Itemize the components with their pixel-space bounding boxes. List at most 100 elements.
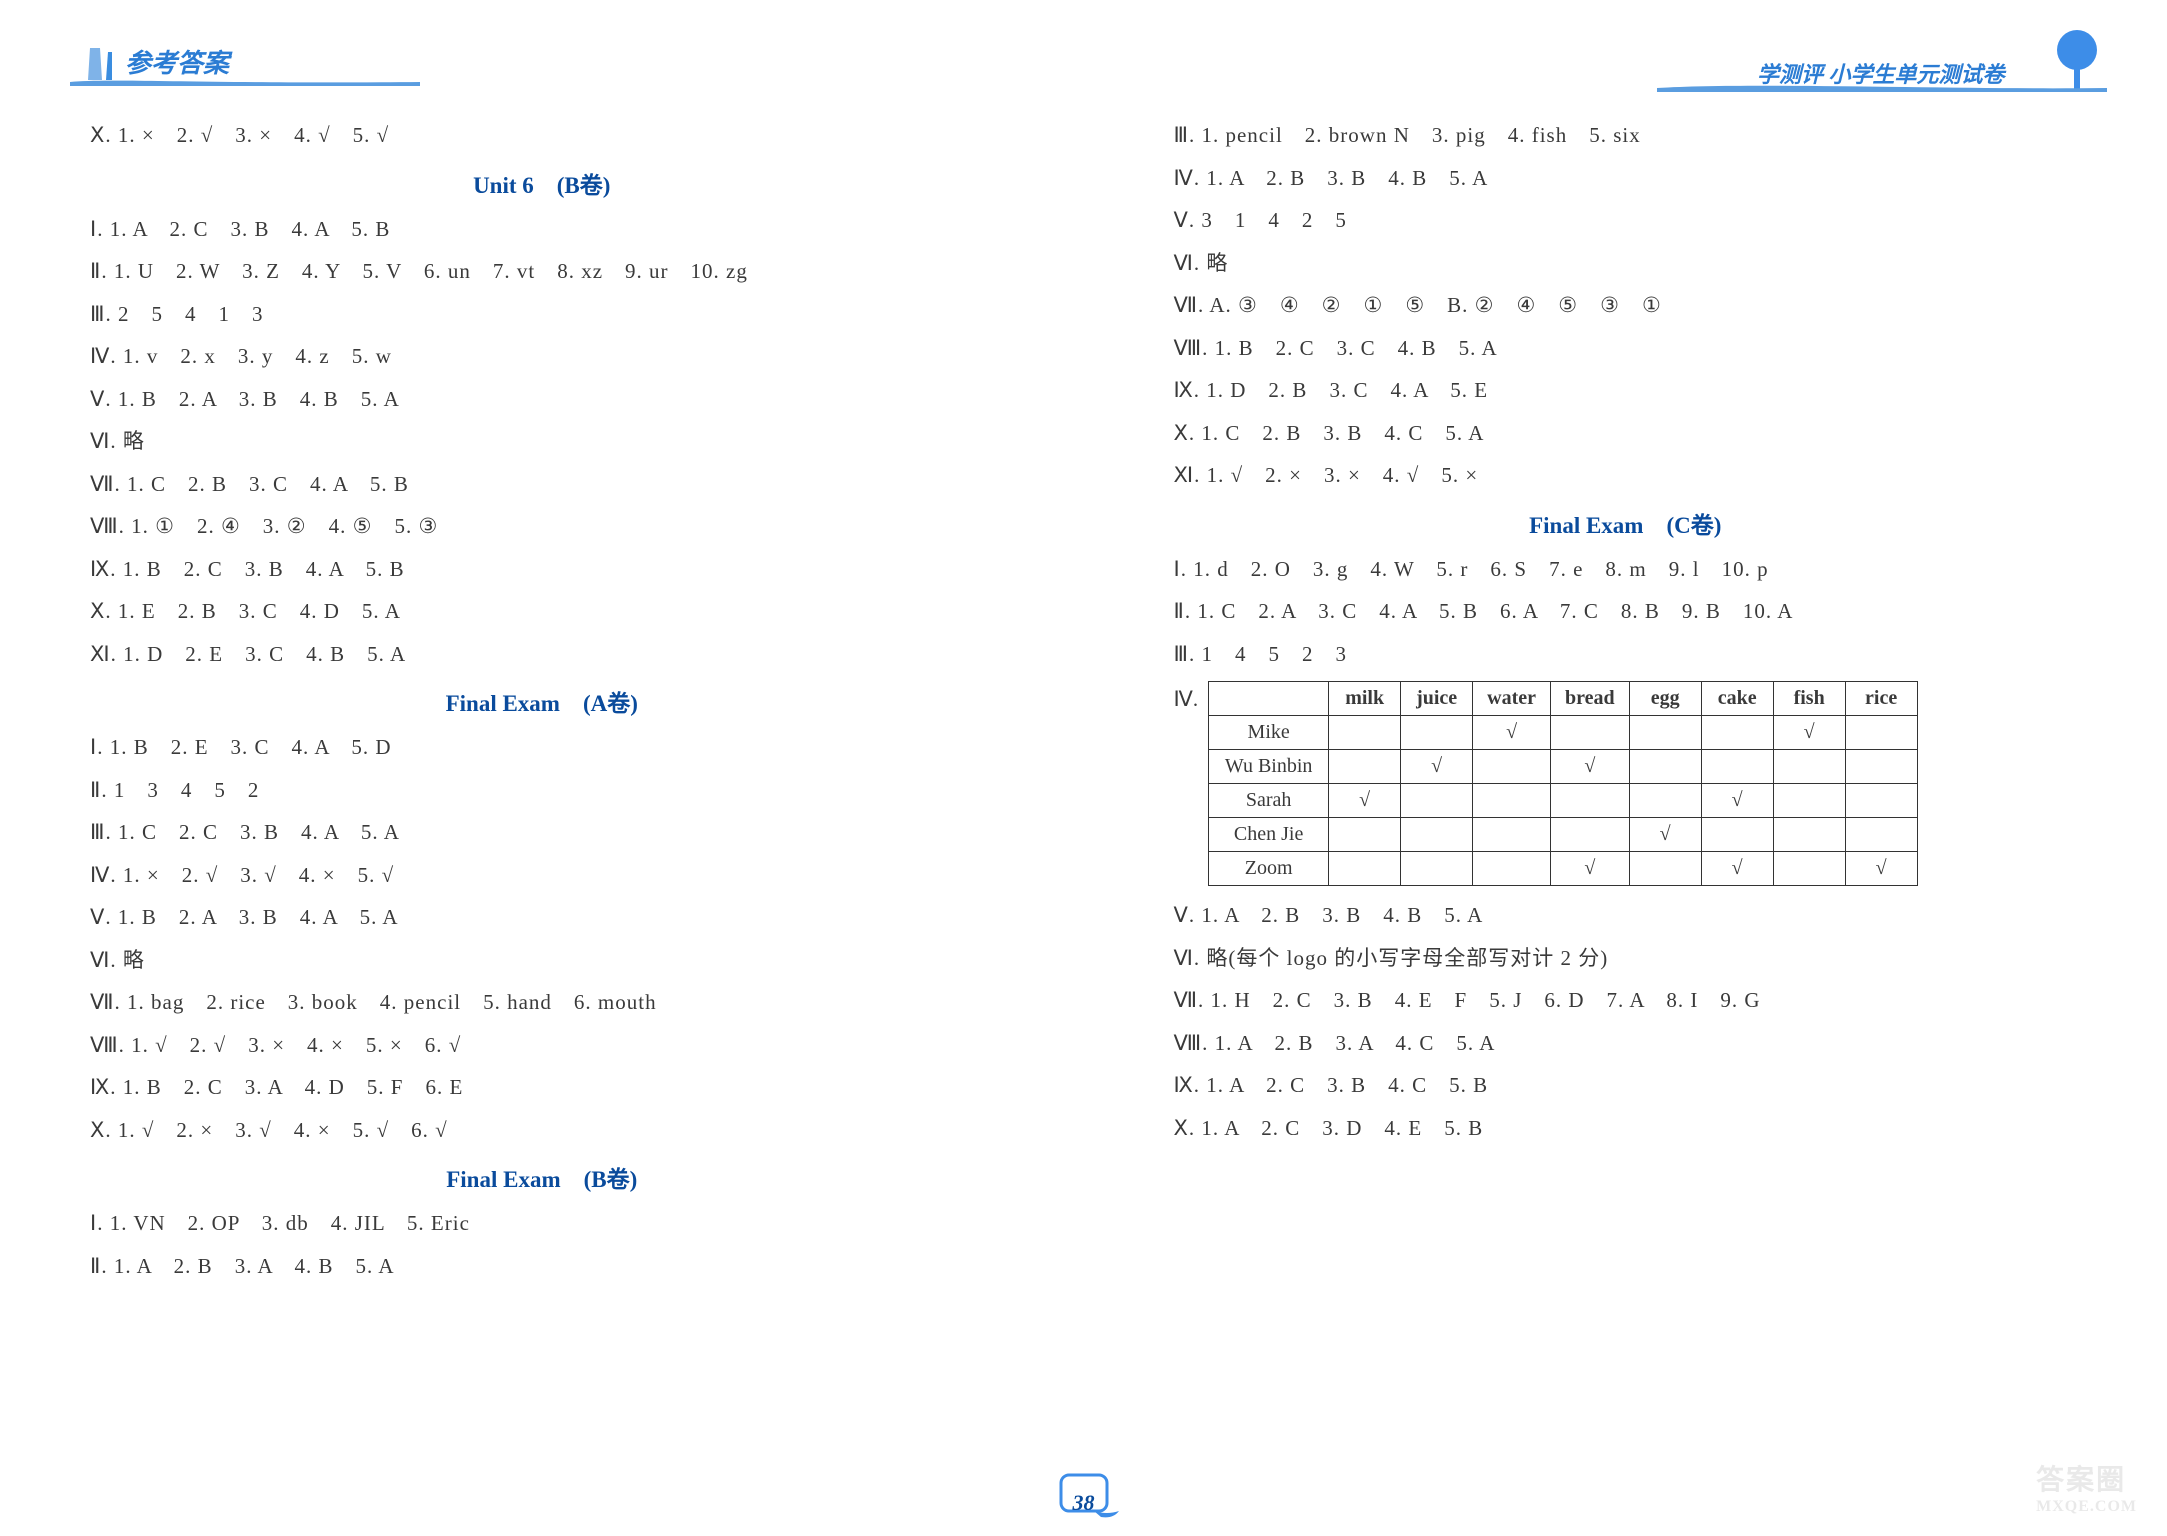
table-cell [1401, 716, 1473, 750]
answer-line: Ⅸ. 1. B 2. C 3. A 4. D 5. F 6. E [90, 1072, 994, 1104]
answer-line: Ⅰ. 1. B 2. E 3. C 4. A 5. D [90, 732, 994, 764]
table-label: Ⅳ. [1174, 681, 1199, 712]
table-cell [1473, 750, 1551, 784]
table-cell [1401, 818, 1473, 852]
table-cell [1701, 818, 1773, 852]
page-container: 参考答案 Ⅹ. 1. × 2. √ 3. × 4. √ 5. √ Unit 6 (… [0, 0, 2167, 1536]
table-cell [1329, 852, 1401, 886]
food-table: milkjuicewaterbreadeggcakefishriceMike√√… [1208, 681, 1918, 886]
answer-line: Ⅲ. 1. C 2. C 3. B 4. A 5. A [90, 817, 994, 849]
answer-line: Ⅸ. 1. A 2. C 3. B 4. C 5. B [1174, 1070, 2078, 1102]
answer-line: Ⅲ. 2 5 4 1 3 [90, 299, 994, 331]
table-row: Wu Binbin√√ [1209, 750, 1918, 784]
table-cell [1845, 716, 1917, 750]
watermark-main: 答案圈 [2036, 1458, 2137, 1498]
table-header-cell: bread [1551, 682, 1630, 716]
answer-line: Ⅶ. 1. bag 2. rice 3. book 4. pencil 5. h… [90, 987, 994, 1019]
answer-line: Ⅷ. 1. B 2. C 3. C 4. B 5. A [1174, 333, 2078, 365]
table-cell [1773, 818, 1845, 852]
table-cell [1845, 818, 1917, 852]
answer-line: Ⅳ. 1. A 2. B 3. B 4. B 5. A [1174, 163, 2078, 195]
table-header-cell: juice [1401, 682, 1473, 716]
section-title: Final Exam (C卷) [1174, 506, 2078, 540]
answer-line: Ⅳ. 1. v 2. x 3. y 4. z 5. w [90, 341, 994, 373]
table-header-cell: cake [1701, 682, 1773, 716]
answer-line: Ⅶ. 1. C 2. B 3. C 4. A 5. B [90, 469, 994, 501]
table-header-cell [1209, 682, 1329, 716]
page-number: 38 [1073, 1490, 1095, 1516]
answer-line: Ⅺ. 1. √ 2. × 3. × 4. √ 5. × [1174, 460, 2078, 492]
table-name-cell: Sarah [1209, 784, 1329, 818]
answer-line: Ⅷ. 1. ① 2. ④ 3. ② 4. ⑤ 5. ③ [90, 511, 994, 543]
table-row: Zoom√√√ [1209, 852, 1918, 886]
table-cell [1329, 716, 1401, 750]
table-cell [1845, 784, 1917, 818]
left-content: Ⅹ. 1. × 2. √ 3. × 4. √ 5. √ Unit 6 (B卷) Ⅰ.… [90, 120, 994, 1282]
left-column: 参考答案 Ⅹ. 1. × 2. √ 3. × 4. √ 5. √ Unit 6 (… [0, 0, 1084, 1536]
answer-line: Ⅴ. 3 1 4 2 5 [1174, 205, 2078, 237]
table-cell [1401, 784, 1473, 818]
section-title: Final Exam (B卷) [90, 1160, 994, 1194]
table-cell: √ [1401, 750, 1473, 784]
header-right-text: 学测评 小学生单元测试卷 [1757, 62, 2007, 87]
answer-line: Ⅱ. 1. A 2. B 3. A 4. B 5. A [90, 1251, 994, 1283]
answer-line: Ⅴ. 1. B 2. A 3. B 4. A 5. A [90, 902, 994, 934]
table-header-cell: milk [1329, 682, 1401, 716]
answer-line: Ⅸ. 1. B 2. C 3. B 4. A 5. B [90, 554, 994, 586]
table-cell [1629, 716, 1701, 750]
table-cell: √ [1473, 716, 1551, 750]
answer-line: Ⅹ. 1. × 2. √ 3. × 4. √ 5. √ [90, 120, 994, 152]
table-header-cell: egg [1629, 682, 1701, 716]
right-column: 学测评 小学生单元测试卷 Ⅲ. 1. pencil 2. brown N 3. … [1084, 0, 2167, 1536]
table-cell [1773, 750, 1845, 784]
table-cell: √ [1773, 716, 1845, 750]
answer-line: Ⅲ. 1 4 5 2 3 [1174, 639, 2078, 671]
table-cell: √ [1329, 784, 1401, 818]
answer-line: Ⅷ. 1. √ 2. √ 3. × 4. × 5. × 6. √ [90, 1030, 994, 1062]
table-cell [1473, 818, 1551, 852]
table-cell [1629, 852, 1701, 886]
answer-line: Ⅵ. 略(每个 logo 的小写字母全部写对计 2 分) [1174, 943, 2078, 975]
section-title: Unit 6 (B卷) [90, 166, 994, 200]
answer-line: Ⅸ. 1. D 2. B 3. C 4. A 5. E [1174, 375, 2078, 407]
answer-line: Ⅰ. 1. A 2. C 3. B 4. A 5. B [90, 214, 994, 246]
table-cell [1329, 818, 1401, 852]
table-name-cell: Zoom [1209, 852, 1329, 886]
answer-line: Ⅰ. 1. d 2. O 3. g 4. W 5. r 6. S 7. e 8.… [1174, 554, 2078, 586]
table-cell [1551, 716, 1630, 750]
table-cell [1845, 750, 1917, 784]
table-cell [1629, 750, 1701, 784]
answer-line: Ⅲ. 1. pencil 2. brown N 3. pig 4. fish 5… [1174, 120, 2078, 152]
table-wrapper: Ⅳ. milkjuicewaterbreadeggcakefishriceMike… [1174, 681, 2078, 886]
table-header-cell: water [1473, 682, 1551, 716]
table-header-cell: rice [1845, 682, 1917, 716]
answer-line: Ⅵ. 略 [90, 945, 994, 977]
watermark: 答案圈 MXQE.COM [2036, 1458, 2137, 1516]
header-left-text: 参考答案 [125, 49, 233, 78]
table-name-cell: Chen Jie [1209, 818, 1329, 852]
table-cell [1701, 750, 1773, 784]
answer-line: Ⅱ. 1 3 4 5 2 [90, 775, 994, 807]
table-cell [1701, 716, 1773, 750]
table-cell [1551, 784, 1630, 818]
table-cell [1773, 852, 1845, 886]
table-cell [1551, 818, 1630, 852]
answer-line: Ⅹ. 1. C 2. B 3. B 4. C 5. A [1174, 418, 2078, 450]
table-cell [1473, 784, 1551, 818]
table-cell [1401, 852, 1473, 886]
answer-line: Ⅴ. 1. B 2. A 3. B 4. B 5. A [90, 384, 994, 416]
answer-line: Ⅶ. 1. H 2. C 3. B 4. E F 5. J 6. D 7. A … [1174, 985, 2078, 1017]
right-content: Ⅲ. 1. pencil 2. brown N 3. pig 4. fish 5… [1174, 120, 2078, 1144]
table-cell [1473, 852, 1551, 886]
answer-line: Ⅺ. 1. D 2. E 3. C 4. B 5. A [90, 639, 994, 671]
answer-line: Ⅹ. 1. A 2. C 3. D 4. E 5. B [1174, 1113, 2078, 1145]
answer-line: Ⅵ. 略 [90, 426, 994, 458]
table-cell: √ [1701, 784, 1773, 818]
table-header-cell: fish [1773, 682, 1845, 716]
answer-line: Ⅳ. 1. × 2. √ 3. √ 4. × 5. √ [90, 860, 994, 892]
table-row: Mike√√ [1209, 716, 1918, 750]
table-cell [1773, 784, 1845, 818]
answer-line: Ⅷ. 1. A 2. B 3. A 4. C 5. A [1174, 1028, 2078, 1060]
watermark-sub: MXQE.COM [2036, 1498, 2137, 1516]
answer-line: Ⅱ. 1. C 2. A 3. C 4. A 5. B 6. A 7. C 8.… [1174, 596, 2078, 628]
